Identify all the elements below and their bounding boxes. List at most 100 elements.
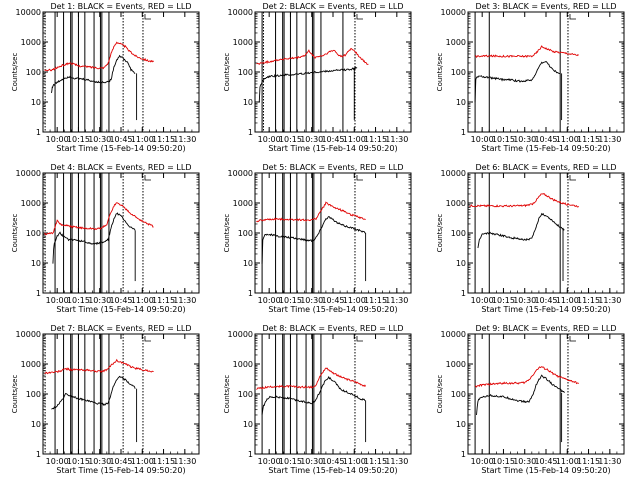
x-tick-label: 11:30 (385, 296, 408, 305)
panel-det-1: Det 1: BLACK = Events, RED = LLD 1 10 100 10… (11, 2, 200, 153)
panel-det-6: Det 6: BLACK = Events, RED = LLD 1 10 100 10… (436, 163, 625, 314)
y-tick-label: 1 (36, 289, 41, 298)
lld-series-line (474, 366, 579, 388)
x-tick-label: 11:30 (173, 135, 196, 144)
x-tick-label: 10:45 (534, 457, 557, 466)
y-axis-label: Counts/sec (223, 53, 231, 92)
y-tick-label: 10000 (228, 169, 253, 178)
panel-det-4: Det 4: BLACK = Events, RED = LLD 1 10 100 10… (11, 163, 200, 314)
x-tick-label: 10:15 (492, 296, 515, 305)
plot-frame (254, 172, 412, 294)
y-tick-label: 10 (31, 98, 41, 107)
lld-series-line (44, 41, 154, 72)
plot-frame (254, 11, 412, 133)
events-series-line (261, 375, 366, 415)
x-axis-label: Start Time (15-Feb-14 09:50:20) (56, 305, 185, 314)
x-tick-label: 10:00 (46, 296, 69, 305)
bracket-mark (569, 175, 576, 181)
plot-frame (467, 333, 625, 455)
x-tick-label: 11:15 (152, 296, 175, 305)
panel-title: Det 5: BLACK = Events, RED = LLD (263, 163, 404, 172)
lld-series-line (44, 202, 154, 236)
x-tick-label: 11:30 (598, 135, 621, 144)
y-tick-label: 10000 (16, 330, 41, 339)
y-tick-label: 1000 (21, 199, 41, 208)
lld-series-line (44, 358, 154, 375)
x-tick-label: 10:00 (471, 135, 494, 144)
x-tick-label: 10:45 (534, 296, 557, 305)
x-axis-label: Start Time (15-Feb-14 09:50:20) (56, 144, 185, 153)
y-tick-label: 10000 (441, 330, 466, 339)
plot-frame (467, 11, 625, 133)
x-axis-label: Start Time (15-Feb-14 09:50:20) (481, 305, 610, 314)
bracket-mark (569, 14, 576, 20)
plot-frame (42, 11, 200, 133)
x-tick-label: 11:30 (173, 296, 196, 305)
x-axis-label: Start Time (15-Feb-14 09:50:20) (56, 466, 185, 475)
panel-det-2: Det 2: BLACK = Events, RED = LLD 1 10 100 10… (223, 2, 412, 153)
y-tick-label: 100 (451, 229, 466, 238)
x-tick-label: 10:15 (492, 135, 515, 144)
panel-det-3: Det 3: BLACK = Events, RED = LLD 1 10 100 10… (436, 2, 625, 153)
y-tick-label: 100 (451, 68, 466, 77)
lld-series-line (256, 48, 369, 65)
x-tick-label: 10:45 (109, 135, 132, 144)
x-tick-label: 10:30 (513, 135, 536, 144)
x-tick-label: 10:15 (492, 457, 515, 466)
y-axis-label: Counts/sec (436, 53, 444, 92)
x-tick-label: 11:30 (598, 457, 621, 466)
y-tick-label: 1000 (446, 360, 466, 369)
x-tick-label: 11:00 (556, 296, 579, 305)
x-tick-label: 10:45 (534, 135, 557, 144)
x-tick-label: 10:15 (279, 457, 302, 466)
x-tick-label: 10:15 (67, 457, 90, 466)
y-tick-label: 10000 (441, 169, 466, 178)
bracket-mark (356, 175, 363, 181)
x-tick-label: 11:15 (364, 457, 387, 466)
x-tick-label: 10:45 (321, 135, 344, 144)
y-tick-label: 100 (26, 68, 41, 77)
y-tick-label: 1 (248, 128, 253, 137)
y-tick-label: 100 (451, 390, 466, 399)
x-tick-label: 10:15 (67, 296, 90, 305)
y-axis-label: Counts/sec (436, 214, 444, 253)
y-tick-label: 100 (26, 229, 41, 238)
x-tick-label: 11:30 (385, 135, 408, 144)
x-tick-label: 10:00 (471, 296, 494, 305)
panel-title: Det 2: BLACK = Events, RED = LLD (263, 2, 404, 11)
x-tick-label: 11:30 (385, 457, 408, 466)
x-tick-label: 11:15 (577, 135, 600, 144)
x-tick-label: 11:15 (152, 135, 175, 144)
x-tick-label: 10:30 (513, 457, 536, 466)
x-tick-label: 11:15 (577, 296, 600, 305)
events-series-line (474, 60, 561, 103)
y-tick-label: 10000 (16, 169, 41, 178)
panel-title: Det 3: BLACK = Events, RED = LLD (476, 2, 617, 11)
bracket-mark (144, 14, 151, 20)
x-tick-label: 11:00 (131, 457, 154, 466)
x-tick-label: 10:30 (300, 135, 323, 144)
x-tick-label: 11:00 (343, 135, 366, 144)
x-tick-label: 10:30 (300, 296, 323, 305)
y-tick-label: 1000 (233, 360, 253, 369)
y-tick-label: 1000 (21, 360, 41, 369)
y-axis-label: Counts/sec (11, 53, 19, 92)
x-tick-label: 11:15 (364, 296, 387, 305)
panel-title: Det 9: BLACK = Events, RED = LLD (476, 324, 617, 333)
x-tick-label: 11:30 (173, 457, 196, 466)
lld-series-line (469, 192, 579, 208)
panel-det-8: Det 8: BLACK = Events, RED = LLD 1 10 100 10… (223, 324, 412, 475)
y-tick-label: 10 (456, 259, 466, 268)
x-axis-label: Start Time (15-Feb-14 09:50:20) (268, 144, 397, 153)
x-tick-label: 11:30 (598, 296, 621, 305)
y-tick-label: 10 (31, 420, 41, 429)
y-tick-label: 1000 (446, 38, 466, 47)
x-tick-label: 11:00 (343, 457, 366, 466)
y-tick-label: 10 (243, 420, 253, 429)
panel-det-9: Det 9: BLACK = Events, RED = LLD 1 10 100 10… (436, 324, 625, 475)
y-axis-label: Counts/sec (223, 375, 231, 414)
y-tick-label: 1 (248, 450, 253, 459)
y-axis-label: Counts/sec (223, 214, 231, 253)
plot-frame (42, 172, 200, 294)
